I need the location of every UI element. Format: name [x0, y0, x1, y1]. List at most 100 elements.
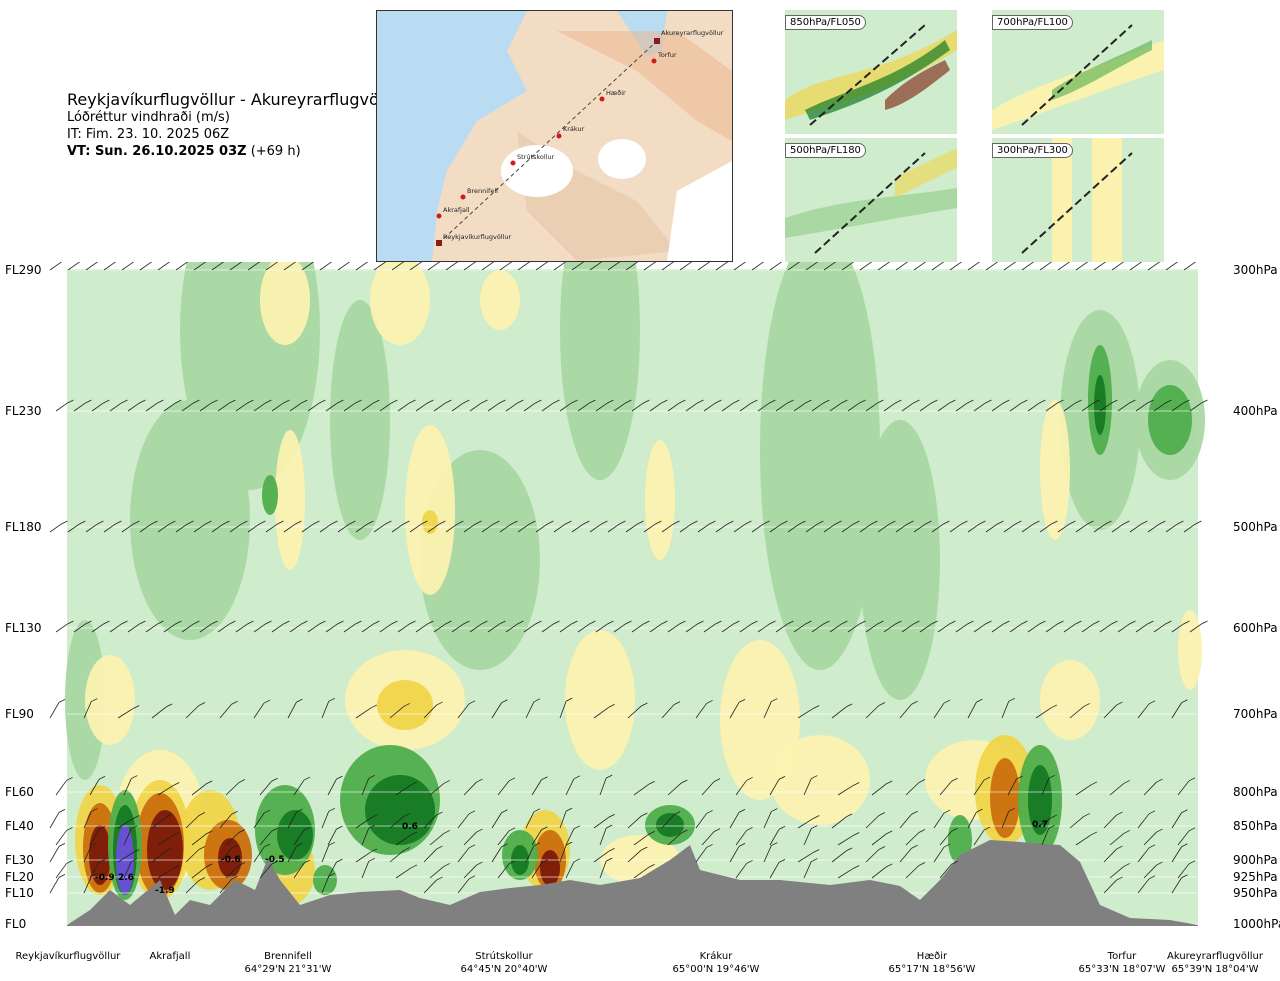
wind-barb [337, 258, 356, 271]
wind-barb [697, 258, 716, 271]
wind-barb [803, 825, 818, 846]
wind-barb [531, 859, 548, 879]
map-label-torfur: Torfur [657, 51, 677, 59]
wind-barb [321, 872, 335, 894]
wind-barb [1189, 399, 1208, 412]
thumbnail-300hpa[interactable]: 300hPa/FL300 [992, 138, 1164, 262]
wind-barb [775, 620, 794, 633]
wind-barb [253, 843, 271, 863]
station-name: Hæðir [916, 951, 948, 962]
wind-barb [499, 258, 518, 271]
pressure-level-label: 900hPa [1233, 853, 1278, 867]
wind-barb [769, 826, 786, 846]
station-coordinates: 65°17'N 18°56'W [888, 964, 976, 975]
wind-barb [1177, 860, 1196, 879]
wind-barb [1007, 775, 1023, 796]
wind-barb [973, 826, 991, 846]
contour-value-label: 0.6 [402, 822, 418, 832]
wind-barb [1171, 699, 1188, 719]
wind-barb [123, 775, 138, 796]
wind-barb [1001, 697, 1015, 719]
wind-barb [49, 874, 66, 894]
vertical-velocity-contour [147, 810, 183, 890]
wind-barb [859, 520, 878, 533]
wind-barb [217, 620, 236, 633]
wind-barb [1035, 814, 1058, 829]
wind-barb [769, 520, 788, 533]
wind-barb [553, 520, 572, 533]
wind-barb [1135, 399, 1154, 412]
wind-barb [967, 258, 986, 271]
thumbnail-700hpa[interactable]: 700hPa/FL100 [992, 10, 1164, 134]
wind-barb [185, 877, 206, 894]
wind-barb [739, 620, 758, 633]
wind-barb [751, 520, 770, 533]
thumbnail-500hpa[interactable]: 500hPa/FL180 [785, 138, 957, 262]
wind-barb [559, 697, 573, 719]
wind-barb [293, 826, 311, 846]
flight-level-label: FL230 [5, 404, 42, 418]
cross-section-chart [0, 170, 1280, 932]
wind-barb [1009, 399, 1028, 412]
wind-barb [253, 809, 271, 829]
wind-barb [355, 520, 374, 533]
station-label: Brennifell 64°29'N 21°31'W [245, 950, 332, 976]
wind-barb [1063, 399, 1082, 412]
contour-value-label: 0.7 [1032, 820, 1048, 830]
wind-barb [895, 520, 914, 533]
wind-barb [1103, 701, 1123, 719]
wind-barb [847, 620, 866, 633]
valid-time: VT: Sun. 26.10.2025 03Z (+69 h) [67, 144, 301, 159]
wind-barb [715, 258, 734, 271]
wind-barb [1027, 620, 1046, 633]
wind-barb [841, 520, 860, 533]
wind-barb [831, 813, 853, 829]
wind-barb [457, 810, 476, 829]
wind-barb [103, 258, 122, 271]
wind-barb [415, 399, 434, 412]
wind-barb [1171, 809, 1188, 829]
wind-barb [73, 620, 92, 633]
wind-barb [123, 825, 138, 846]
wind-barb [633, 864, 655, 879]
wind-barb [397, 620, 416, 633]
station-label: Strútskollur 64°45'N 20°40'W [461, 950, 548, 976]
wind-barb [837, 865, 860, 879]
wind-barb [1129, 520, 1148, 533]
vertical-velocity-contour [540, 850, 560, 886]
wind-barb [973, 620, 992, 633]
vertical-velocity-contour [313, 865, 337, 895]
wind-barb [427, 258, 446, 271]
wind-barb [1063, 620, 1082, 633]
wind-barb [695, 810, 713, 829]
wind-barb [283, 520, 302, 533]
wind-barb [805, 520, 824, 533]
wind-barb [287, 808, 303, 829]
flight-level-label: FL60 [5, 785, 34, 799]
wind-barb [103, 520, 122, 533]
wind-barb [83, 808, 98, 829]
flight-level-label: FL130 [5, 621, 42, 635]
wind-barb [253, 699, 271, 719]
wind-barb [321, 697, 335, 719]
wind-barb [685, 399, 704, 412]
wind-barb [319, 258, 338, 271]
wind-barb [109, 620, 128, 633]
wind-barb [491, 843, 508, 863]
wind-barb [121, 520, 140, 533]
vertical-velocity-contour [645, 440, 675, 560]
wind-barb [109, 399, 128, 412]
wind-barb [627, 812, 648, 829]
pressure-level-label: 925hPa [1233, 870, 1278, 884]
wind-barb [469, 399, 488, 412]
thumbnail-850hpa[interactable]: 850hPa/FL050 [785, 10, 957, 134]
wind-barb [247, 520, 266, 533]
wind-barb [541, 620, 560, 633]
vertical-velocity-contour [275, 430, 305, 570]
wind-barb [1099, 620, 1118, 633]
wind-barb [1137, 700, 1156, 719]
wind-barb [525, 698, 541, 719]
wind-barb [933, 843, 951, 863]
wind-barb [797, 815, 820, 829]
wind-barb [55, 827, 73, 846]
